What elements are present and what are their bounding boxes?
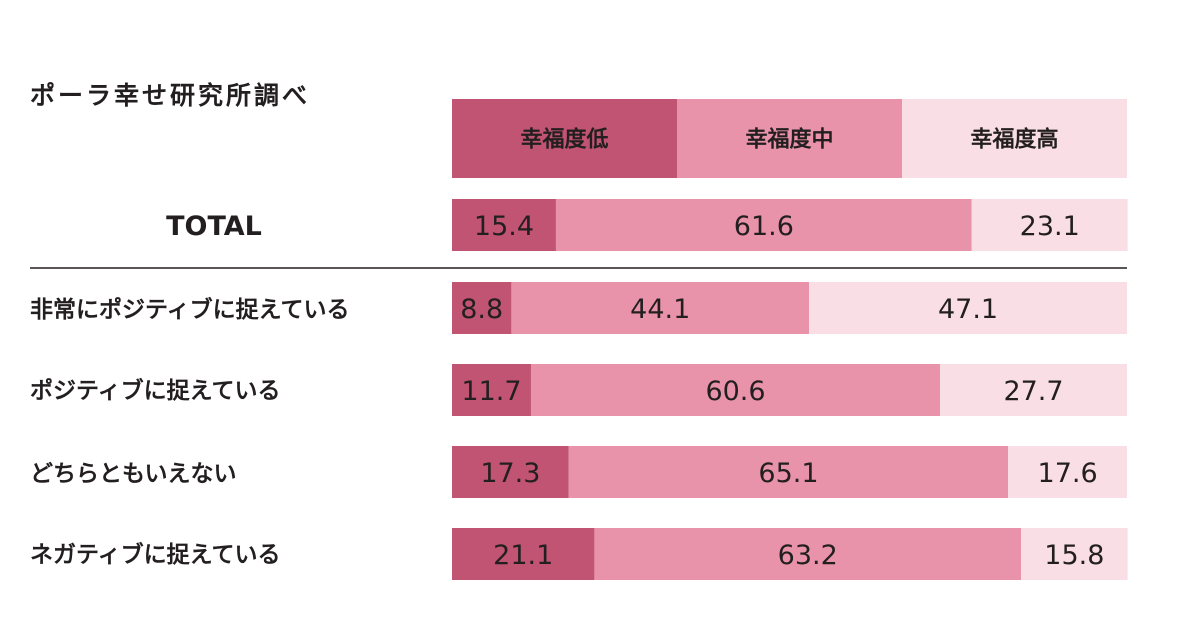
data-label-1-1: 15.4: [474, 211, 534, 242]
data-label-4-1: 17.3: [480, 458, 540, 489]
data-label-5-1: 21.1: [493, 540, 553, 571]
data-label-3-3: 27.7: [1003, 376, 1063, 407]
category-label-4: どちらともいえない: [30, 461, 237, 487]
category-label-3: ポジティブに捉えている: [30, 377, 280, 404]
data-label-2-3: 47.1: [938, 294, 998, 325]
data-label-5-3: 15.8: [1044, 540, 1104, 571]
data-label-3-1: 11.7: [461, 376, 521, 407]
data-label-4-3: 17.6: [1038, 458, 1098, 489]
data-label-4-2: 65.1: [758, 458, 818, 489]
category-label-1: TOTAL: [166, 211, 262, 242]
legend-label-2: 幸福度中: [745, 127, 833, 153]
data-label-1-3: 23.1: [1020, 211, 1080, 242]
data-label-1-2: 61.6: [734, 211, 794, 242]
data-label-2-1: 8.8: [460, 294, 503, 325]
category-label-5: ネガティブに捉えている: [30, 541, 280, 568]
legend-label-1: 幸福度低: [520, 127, 608, 153]
data-label-3-2: 60.6: [705, 376, 765, 407]
legend-label-3: 幸福度高: [970, 127, 1058, 153]
data-label-2-2: 44.1: [630, 294, 690, 325]
data-label-5-2: 63.2: [778, 540, 838, 571]
category-label-2: 非常にポジティブに捉えている: [30, 296, 349, 323]
